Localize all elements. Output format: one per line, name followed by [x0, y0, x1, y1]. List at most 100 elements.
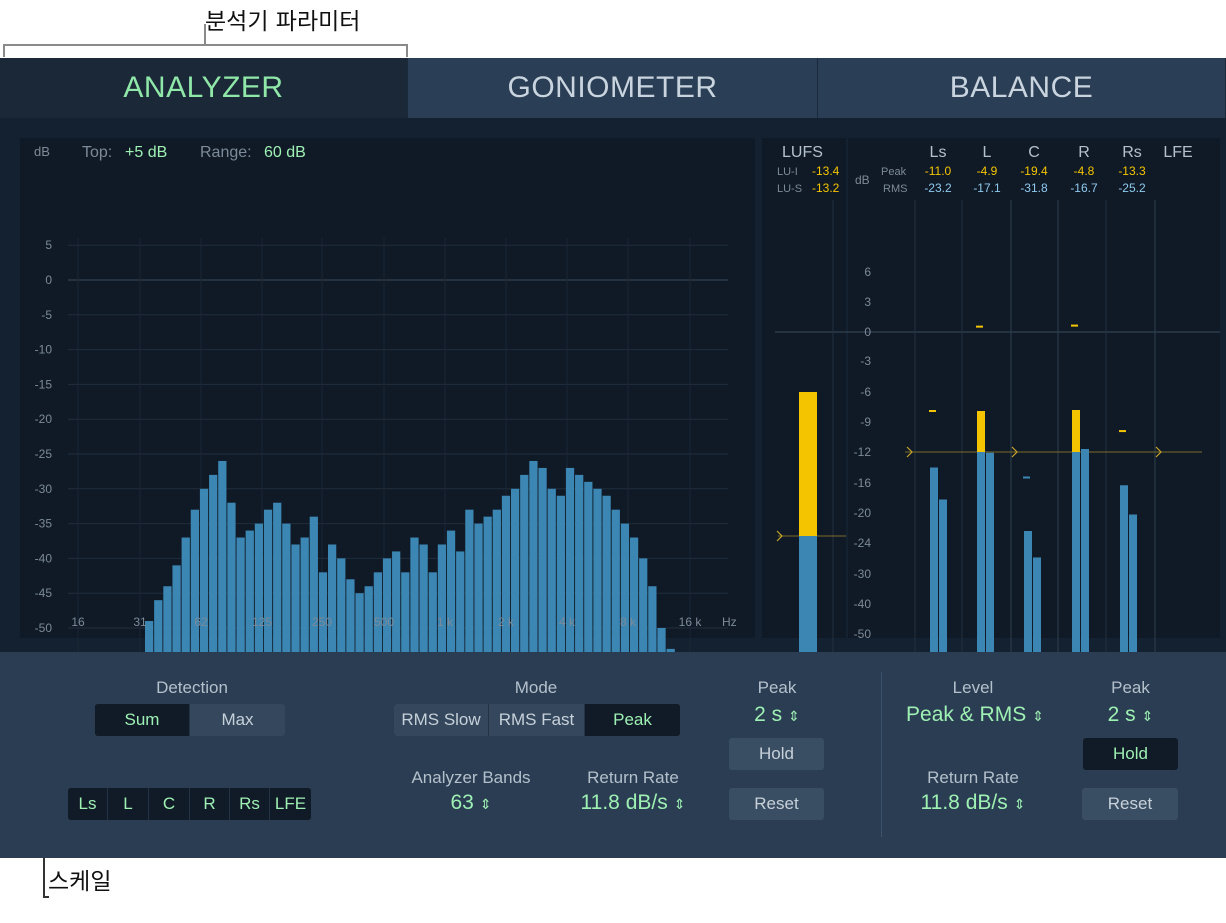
threshold-chevron-icon — [1011, 446, 1018, 458]
tab-analyzer[interactable]: ANALYZER — [0, 58, 408, 118]
panel-divider — [881, 672, 882, 837]
spectrum-bar — [547, 488, 556, 652]
meter-scale-label: -6 — [860, 385, 871, 399]
return-rate-stepper[interactable]: 11.8 dB/s ⇕ — [555, 791, 711, 815]
meter-scale-label: -40 — [854, 597, 872, 611]
spectrum-bar — [318, 572, 328, 652]
level-hold-button[interactable]: Hold — [1083, 738, 1178, 770]
peak-hold-marker — [1119, 430, 1126, 433]
meter-db-unit: dB — [855, 173, 870, 187]
meter-scale-label: 6 — [864, 265, 871, 279]
mode-peak-button[interactable]: Peak — [585, 704, 680, 736]
level-peak-value: 2 s — [1107, 703, 1136, 726]
spectrum-bar — [291, 544, 300, 652]
top-value[interactable]: +5 dB — [125, 144, 167, 161]
analyzer-bands-stepper[interactable]: 63 ⇕ — [415, 791, 527, 815]
spectrum-bar — [154, 600, 163, 652]
channel-rs-button[interactable]: Rs — [230, 788, 270, 820]
level-mode-stepper[interactable]: Peak & RMS ⇕ — [890, 703, 1060, 727]
level-peak-label: Peak — [1111, 678, 1150, 697]
channel-lfe-button[interactable]: LFE — [270, 788, 311, 820]
meter-scale-label: -3 — [860, 354, 871, 368]
spectrum-bar — [602, 495, 611, 652]
spectrum-bar — [648, 586, 657, 652]
spectrum-bar — [218, 460, 227, 652]
threshold-chevron-icon — [906, 446, 913, 458]
channel-rms-value: -16.7 — [1070, 181, 1098, 195]
level-return-rate-stepper[interactable]: 11.8 dB/s ⇕ — [895, 791, 1051, 815]
rms-meter-bar — [1081, 449, 1089, 652]
level-return-rate-label: Return Rate — [927, 768, 1019, 787]
spectrum-bar — [401, 572, 410, 652]
channel-r-button[interactable]: R — [190, 788, 230, 820]
channel-name: L — [983, 144, 992, 161]
return-rate-value: 11.8 dB/s — [580, 791, 668, 814]
threshold-chevron-icon — [776, 530, 783, 542]
spectrum-bar — [456, 551, 465, 652]
mode-rms-fast-button[interactable]: RMS Fast — [489, 704, 585, 736]
multimeter-plugin: ANALYZER GONIOMETER BALANCE 5 0 -5 -10 -15 -2… — [0, 58, 1226, 858]
spectrum-bar — [254, 523, 264, 652]
detection-selector: Sum Max — [95, 704, 285, 736]
spectrum-bar — [492, 509, 501, 652]
analyzer-bands-value: 63 — [450, 791, 474, 814]
spectrum-bar — [373, 572, 382, 652]
detection-sum-button[interactable]: Sum — [95, 704, 190, 736]
channel-rms-value: -31.8 — [1020, 181, 1048, 195]
spectrum-bar — [529, 460, 538, 652]
freq-tick-label: 62 — [194, 615, 208, 629]
return-rate-label: Return Rate — [587, 768, 679, 787]
rms-meter-bar — [1129, 514, 1137, 652]
channel-ls-button[interactable]: Ls — [68, 788, 108, 820]
control-panel: Detection Sum Max Ls L C R Rs LFE Mode R… — [0, 652, 1226, 858]
level-return-rate-value: 11.8 dB/s — [920, 791, 1008, 814]
stepper-chevron-icon: ⇕ — [479, 796, 492, 812]
hold-button[interactable]: Hold — [729, 738, 824, 770]
lu-i-label: LU-I — [777, 166, 798, 178]
spectrum-bar — [556, 495, 565, 652]
tab-balance[interactable]: BALANCE — [818, 58, 1226, 118]
scale-callout: 스케일 — [48, 869, 112, 895]
spectrum-bar — [629, 537, 639, 652]
freq-tick-label: 2 k — [498, 615, 515, 629]
analyzer-bands-label: Analyzer Bands — [411, 768, 531, 787]
level-peak-stepper[interactable]: 2 s ⇕ — [1083, 703, 1178, 727]
lu-s-label: LU-S — [777, 183, 802, 195]
top-label: Top: — [82, 144, 112, 161]
spectrum-bar — [236, 537, 245, 652]
detection-max-button[interactable]: Max — [190, 704, 285, 736]
freq-tick-label: 125 — [252, 615, 272, 629]
lufs-meter-bar — [799, 536, 817, 652]
lu-i-value: -13.4 — [812, 164, 840, 178]
channel-l-button[interactable]: L — [108, 788, 149, 820]
channel-peak-value: -11.0 — [925, 164, 952, 178]
db-tick-label: -20 — [35, 412, 53, 426]
meter-scale-label: -50 — [854, 627, 872, 641]
mode-rms-slow-button[interactable]: RMS Slow — [394, 704, 489, 736]
spectrum-bar — [282, 523, 291, 652]
peak-hold-stepper[interactable]: 2 s ⇕ — [730, 703, 824, 727]
spectrum-bar — [639, 558, 648, 652]
level-mode-value: Peak & RMS — [906, 703, 1027, 726]
peak-hold-marker — [1023, 476, 1030, 479]
spectrum-bar — [392, 551, 401, 652]
channel-name: LFE — [1163, 144, 1192, 161]
peak-meter-bar — [1072, 452, 1080, 652]
tab-goniometer[interactable]: GONIOMETER — [408, 58, 818, 118]
range-value[interactable]: 60 dB — [264, 144, 306, 161]
channel-selector: Ls L C R Rs LFE — [68, 788, 311, 820]
spectrum-bar — [300, 537, 309, 652]
reset-button[interactable]: Reset — [729, 788, 824, 820]
spectrum-bar — [245, 530, 254, 652]
freq-tick-label: 16 k — [679, 615, 703, 629]
spectrum-bar — [199, 488, 209, 652]
spectrum-bar — [620, 523, 630, 652]
peak-hold-value: 2 s — [754, 703, 783, 726]
freq-tick-label: 250 — [312, 615, 332, 629]
meter-scale-label: -20 — [854, 506, 872, 520]
spectrum-bar — [428, 572, 437, 652]
rms-meter-bar — [1033, 557, 1041, 652]
spectrum-bar — [465, 509, 474, 652]
level-reset-button[interactable]: Reset — [1082, 788, 1178, 820]
channel-c-button[interactable]: C — [149, 788, 190, 820]
